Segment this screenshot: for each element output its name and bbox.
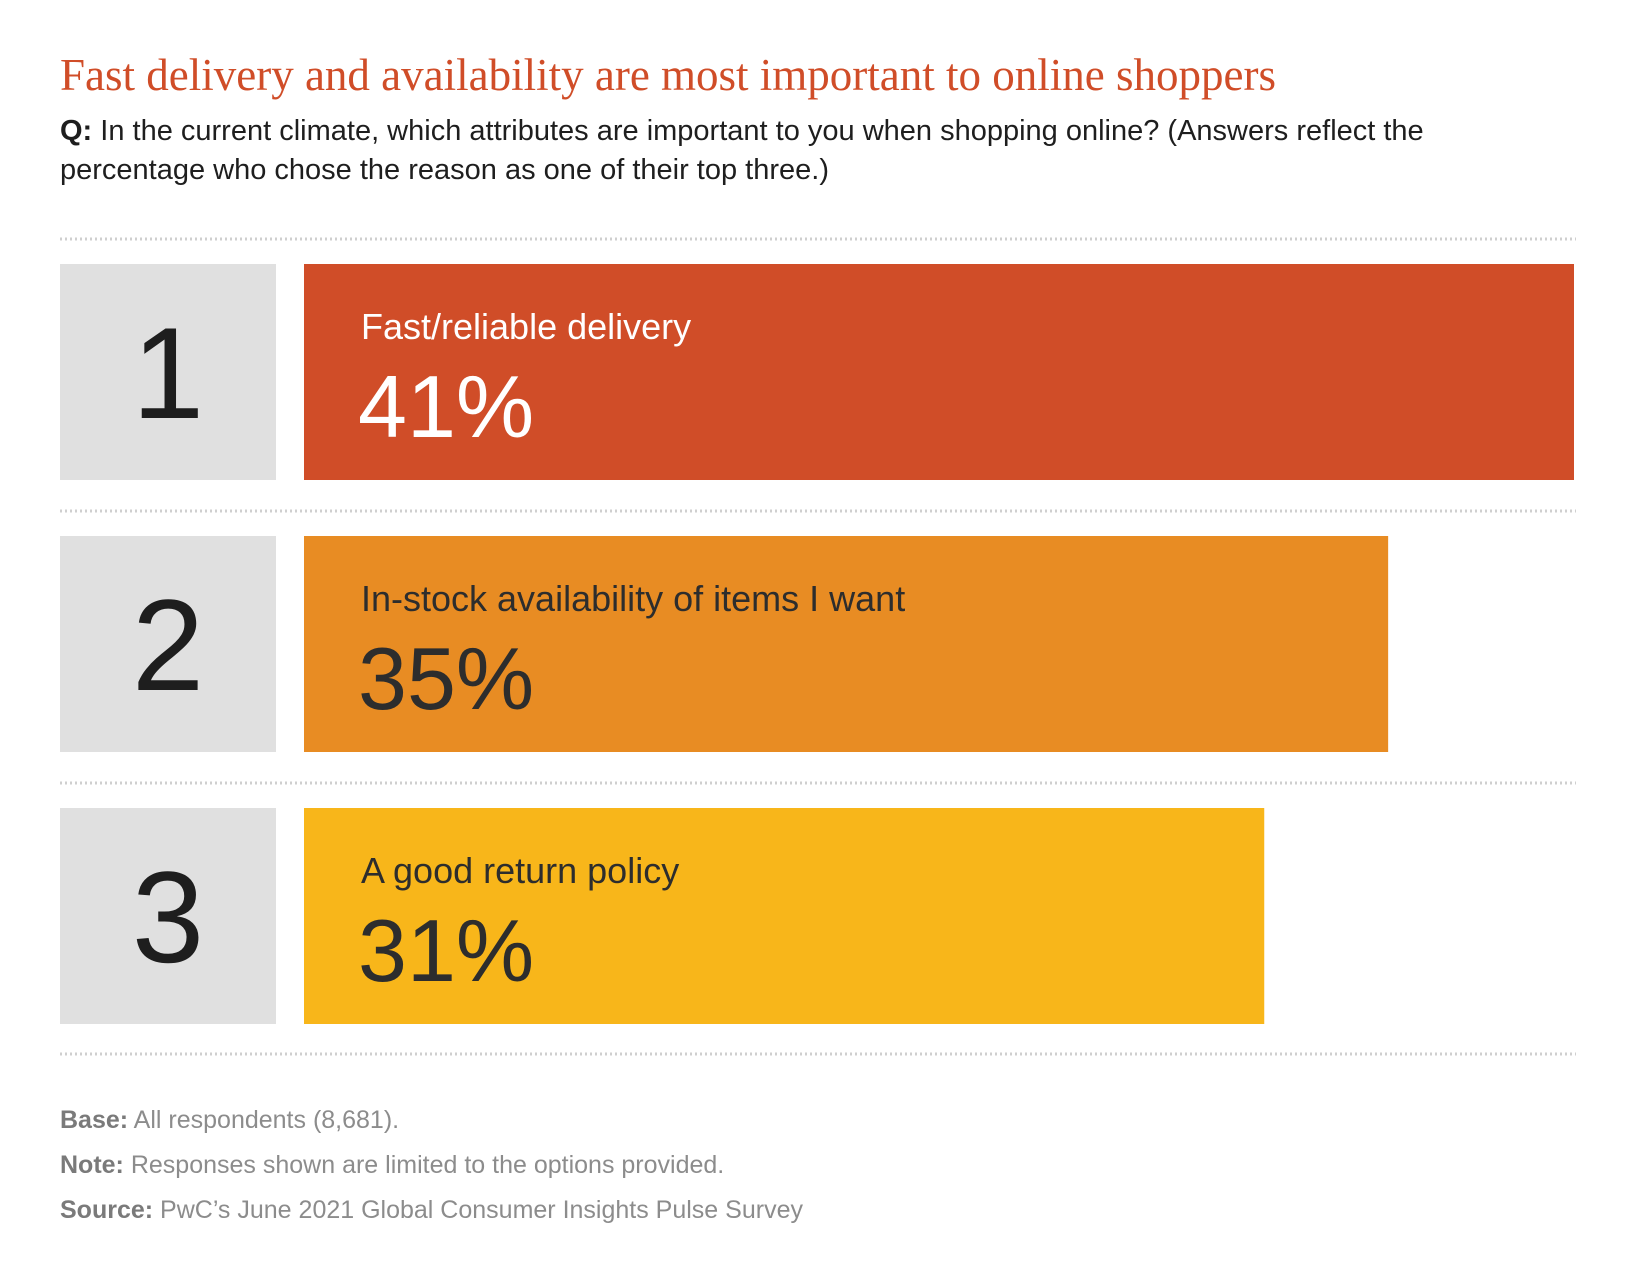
note-label: Base: — [60, 1106, 129, 1134]
note: Note: Responses shown are limited to the… — [60, 1151, 803, 1196]
notes: Base: All respondents (8,681). Note: Resp… — [60, 1106, 803, 1241]
note-label: Note: — [60, 1151, 124, 1179]
note-label: Source: — [60, 1196, 154, 1224]
rank-box — [60, 808, 276, 1024]
note-text: Responses shown are limited to the optio… — [130, 1151, 725, 1179]
rank-box — [60, 264, 276, 480]
value-label: 35% — [358, 629, 534, 728]
rank-number: 3 — [132, 844, 204, 990]
rank-number: 1 — [132, 300, 204, 446]
rank-number: 2 — [132, 572, 204, 718]
note: Base: All respondents (8,681). — [60, 1106, 803, 1151]
value-label: 31% — [358, 901, 534, 1000]
note-text: All respondents (8,681). — [133, 1106, 400, 1134]
chart-title: Fast delivery and availability are most … — [60, 50, 1276, 100]
note: Source: PwC’s June 2021 Global Consumer … — [60, 1196, 803, 1241]
bar-label: A good return policy — [361, 850, 679, 891]
subtitle-text: In the current climate, which attributes… — [60, 115, 1424, 186]
bar-label: Fast/reliable delivery — [361, 306, 691, 347]
subtitle: Q: In the current climate, which attribu… — [60, 112, 1550, 190]
bar — [304, 536, 1389, 752]
value-label: 41% — [358, 357, 534, 456]
subtitle-label: Q: — [60, 115, 93, 147]
bar-label: In-stock availability of items I want — [361, 578, 905, 619]
rank-box — [60, 536, 276, 752]
bar — [304, 808, 1265, 1024]
note-text: PwC’s June 2021 Global Consumer Insights… — [160, 1196, 803, 1224]
bar — [304, 264, 1574, 480]
